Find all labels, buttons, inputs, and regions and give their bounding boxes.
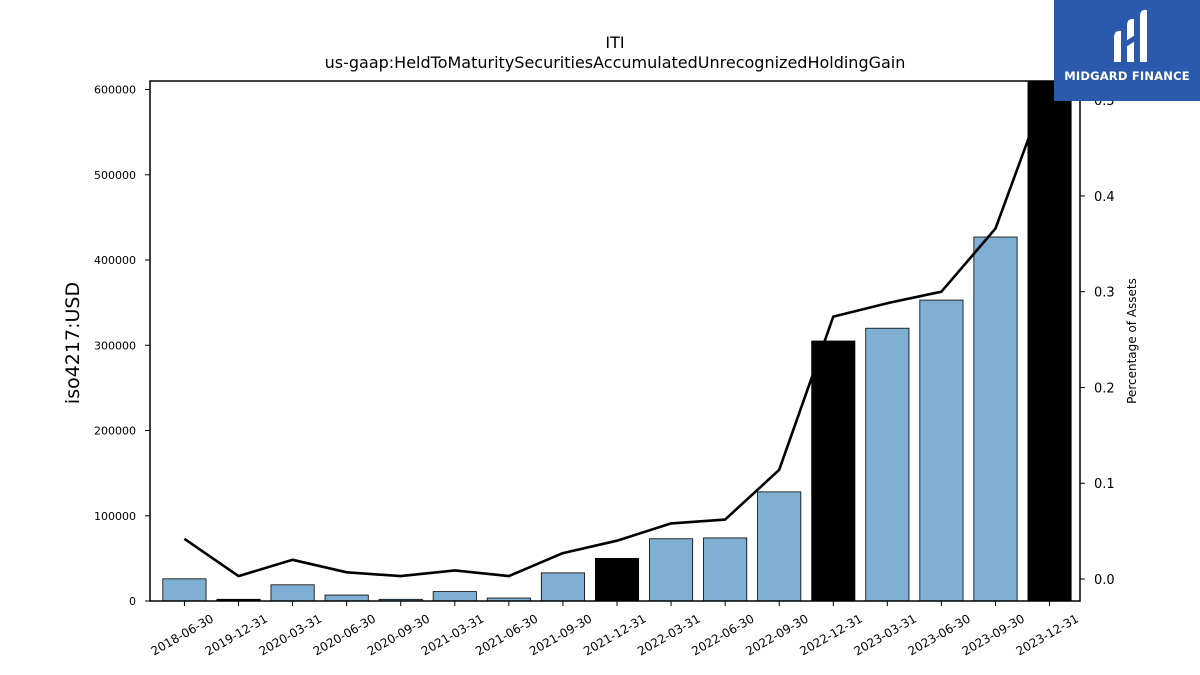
y2-tick-label: 0.2 (1094, 381, 1115, 396)
y2-tick-label: 0.1 (1094, 477, 1115, 492)
bar-2020-03-31 (270, 584, 315, 602)
logo-mark-icon (1114, 9, 1147, 62)
y-tick-label: 200000 (94, 425, 136, 438)
y2-tick-label: 0.4 (1094, 190, 1115, 205)
logo-text: MIDGARD FINANCE (1064, 69, 1190, 83)
bar-2023-06-30 (919, 299, 964, 602)
bar-2022-06-30 (703, 537, 748, 602)
bar-2018-06-30 (162, 578, 207, 602)
y2-tick-label: 0.3 (1094, 286, 1115, 301)
bar-2023-09-30 (973, 236, 1018, 602)
bar-2021-09-30 (540, 572, 585, 602)
bar-2022-09-30 (757, 491, 802, 602)
bar-2023-03-31 (865, 327, 910, 602)
logo: MIDGARD FINANCE (1054, 0, 1200, 101)
y-tick-label: 500000 (94, 169, 136, 182)
y-axis-label: iso4217:USD (62, 282, 84, 404)
y2-axis-label: Percentage of Assets (1125, 278, 1139, 404)
y-tick-label: 100000 (94, 510, 136, 523)
chart-title: ITI (605, 33, 624, 52)
y-tick-label: 0 (129, 595, 136, 608)
y-tick-label: 600000 (94, 84, 136, 97)
bar-2022-12-31 (811, 340, 856, 602)
bar-2023-12-31 (1027, 80, 1072, 602)
bar-2020-06-30 (324, 594, 369, 602)
y2-tick-label: 0.0 (1094, 573, 1115, 588)
y-tick-label: 300000 (94, 339, 136, 352)
bar-2022-03-31 (649, 538, 694, 602)
bar-2021-03-31 (432, 591, 477, 602)
plot-frame (149, 80, 1081, 602)
y-tick-label: 400000 (94, 254, 136, 267)
percentage-line (183, 80, 1051, 578)
chart-subtitle: us-gaap:HeldToMaturitySecuritiesAccumula… (325, 53, 906, 72)
bar-2021-12-31 (594, 557, 640, 602)
